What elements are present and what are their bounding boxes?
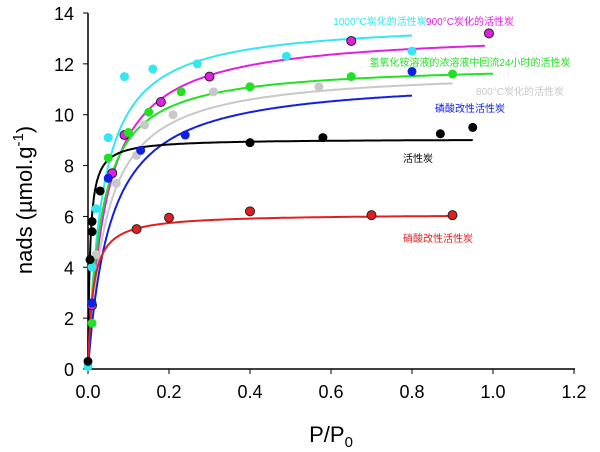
y-tick-label: 8 xyxy=(64,157,74,177)
data-point xyxy=(164,212,174,223)
series-label: 800°C炭化的活性炭 xyxy=(476,85,564,98)
y-tick-label: 12 xyxy=(54,55,74,75)
data-point xyxy=(447,210,458,221)
data-point xyxy=(103,153,113,163)
data-point xyxy=(281,51,291,61)
series-label: 900°C炭化的活性炭 xyxy=(426,15,514,28)
x-tick-label: 0.4 xyxy=(237,382,262,402)
data-point xyxy=(124,128,133,138)
data-point xyxy=(407,46,417,56)
series-label: 活性炭 xyxy=(403,152,433,165)
data-point xyxy=(483,28,494,39)
data-point xyxy=(366,210,377,221)
y-tick-label: 0 xyxy=(64,360,74,380)
data-point xyxy=(468,122,478,132)
data-point xyxy=(111,178,121,188)
data-point xyxy=(346,35,357,46)
data-point xyxy=(85,255,95,265)
data-point xyxy=(87,298,97,308)
series-label: 1000°C炭化的活性炭 xyxy=(333,15,426,28)
data-point xyxy=(148,64,158,74)
series-label: 硝酸改性活性炭 xyxy=(403,232,473,245)
data-point xyxy=(144,107,154,117)
data-point xyxy=(435,129,445,139)
data-point xyxy=(318,133,328,143)
y-tick-label: 10 xyxy=(54,106,74,126)
x-tick-label: 0.2 xyxy=(156,382,181,402)
data-point xyxy=(87,262,97,272)
fit-curve xyxy=(87,72,494,369)
y-tick-label: 4 xyxy=(64,258,74,278)
fit-curve xyxy=(87,139,473,369)
x-tick-label: 0.6 xyxy=(318,382,343,402)
data-point xyxy=(131,224,142,235)
data-point xyxy=(140,120,150,130)
data-point xyxy=(87,227,97,237)
fit-curve xyxy=(87,215,453,369)
data-point xyxy=(346,72,356,82)
data-point xyxy=(407,66,417,76)
data-point xyxy=(192,59,202,69)
data-point xyxy=(245,206,255,217)
x-tick-label: 1.2 xyxy=(561,382,586,402)
data-point xyxy=(136,145,146,155)
data-point xyxy=(87,318,97,328)
data-point xyxy=(87,217,97,227)
data-point xyxy=(95,186,105,196)
data-point xyxy=(176,87,186,97)
data-point xyxy=(103,173,113,183)
data-point xyxy=(91,204,101,214)
data-point xyxy=(91,250,101,260)
data-point xyxy=(204,71,215,82)
series-label: 磷酸改性活性炭 xyxy=(435,102,505,115)
data-point xyxy=(168,110,178,120)
fit-curve xyxy=(87,82,453,369)
data-point xyxy=(245,138,255,148)
data-point xyxy=(83,356,93,366)
series-label: 氢氧化铵溶液的浓溶液中回流24小时的活性炭 xyxy=(369,56,570,69)
data-point xyxy=(119,72,129,82)
y-tick-label: 14 xyxy=(54,4,74,24)
x-tick-label: 0.0 xyxy=(75,382,100,402)
x-tick-label: 0.8 xyxy=(399,382,424,402)
data-point xyxy=(103,133,113,143)
y-axis-label: nads (µmol.g-1) xyxy=(10,126,37,274)
data-point xyxy=(314,82,324,92)
data-point xyxy=(209,87,219,97)
data-point xyxy=(245,82,255,92)
x-axis-label: P/P0 xyxy=(309,422,353,451)
y-tick-label: 6 xyxy=(64,207,74,227)
data-point xyxy=(155,97,166,107)
y-tick-label: 2 xyxy=(64,309,74,329)
x-tick-label: 1.0 xyxy=(480,382,505,402)
data-point xyxy=(448,69,457,79)
data-point xyxy=(180,130,190,140)
